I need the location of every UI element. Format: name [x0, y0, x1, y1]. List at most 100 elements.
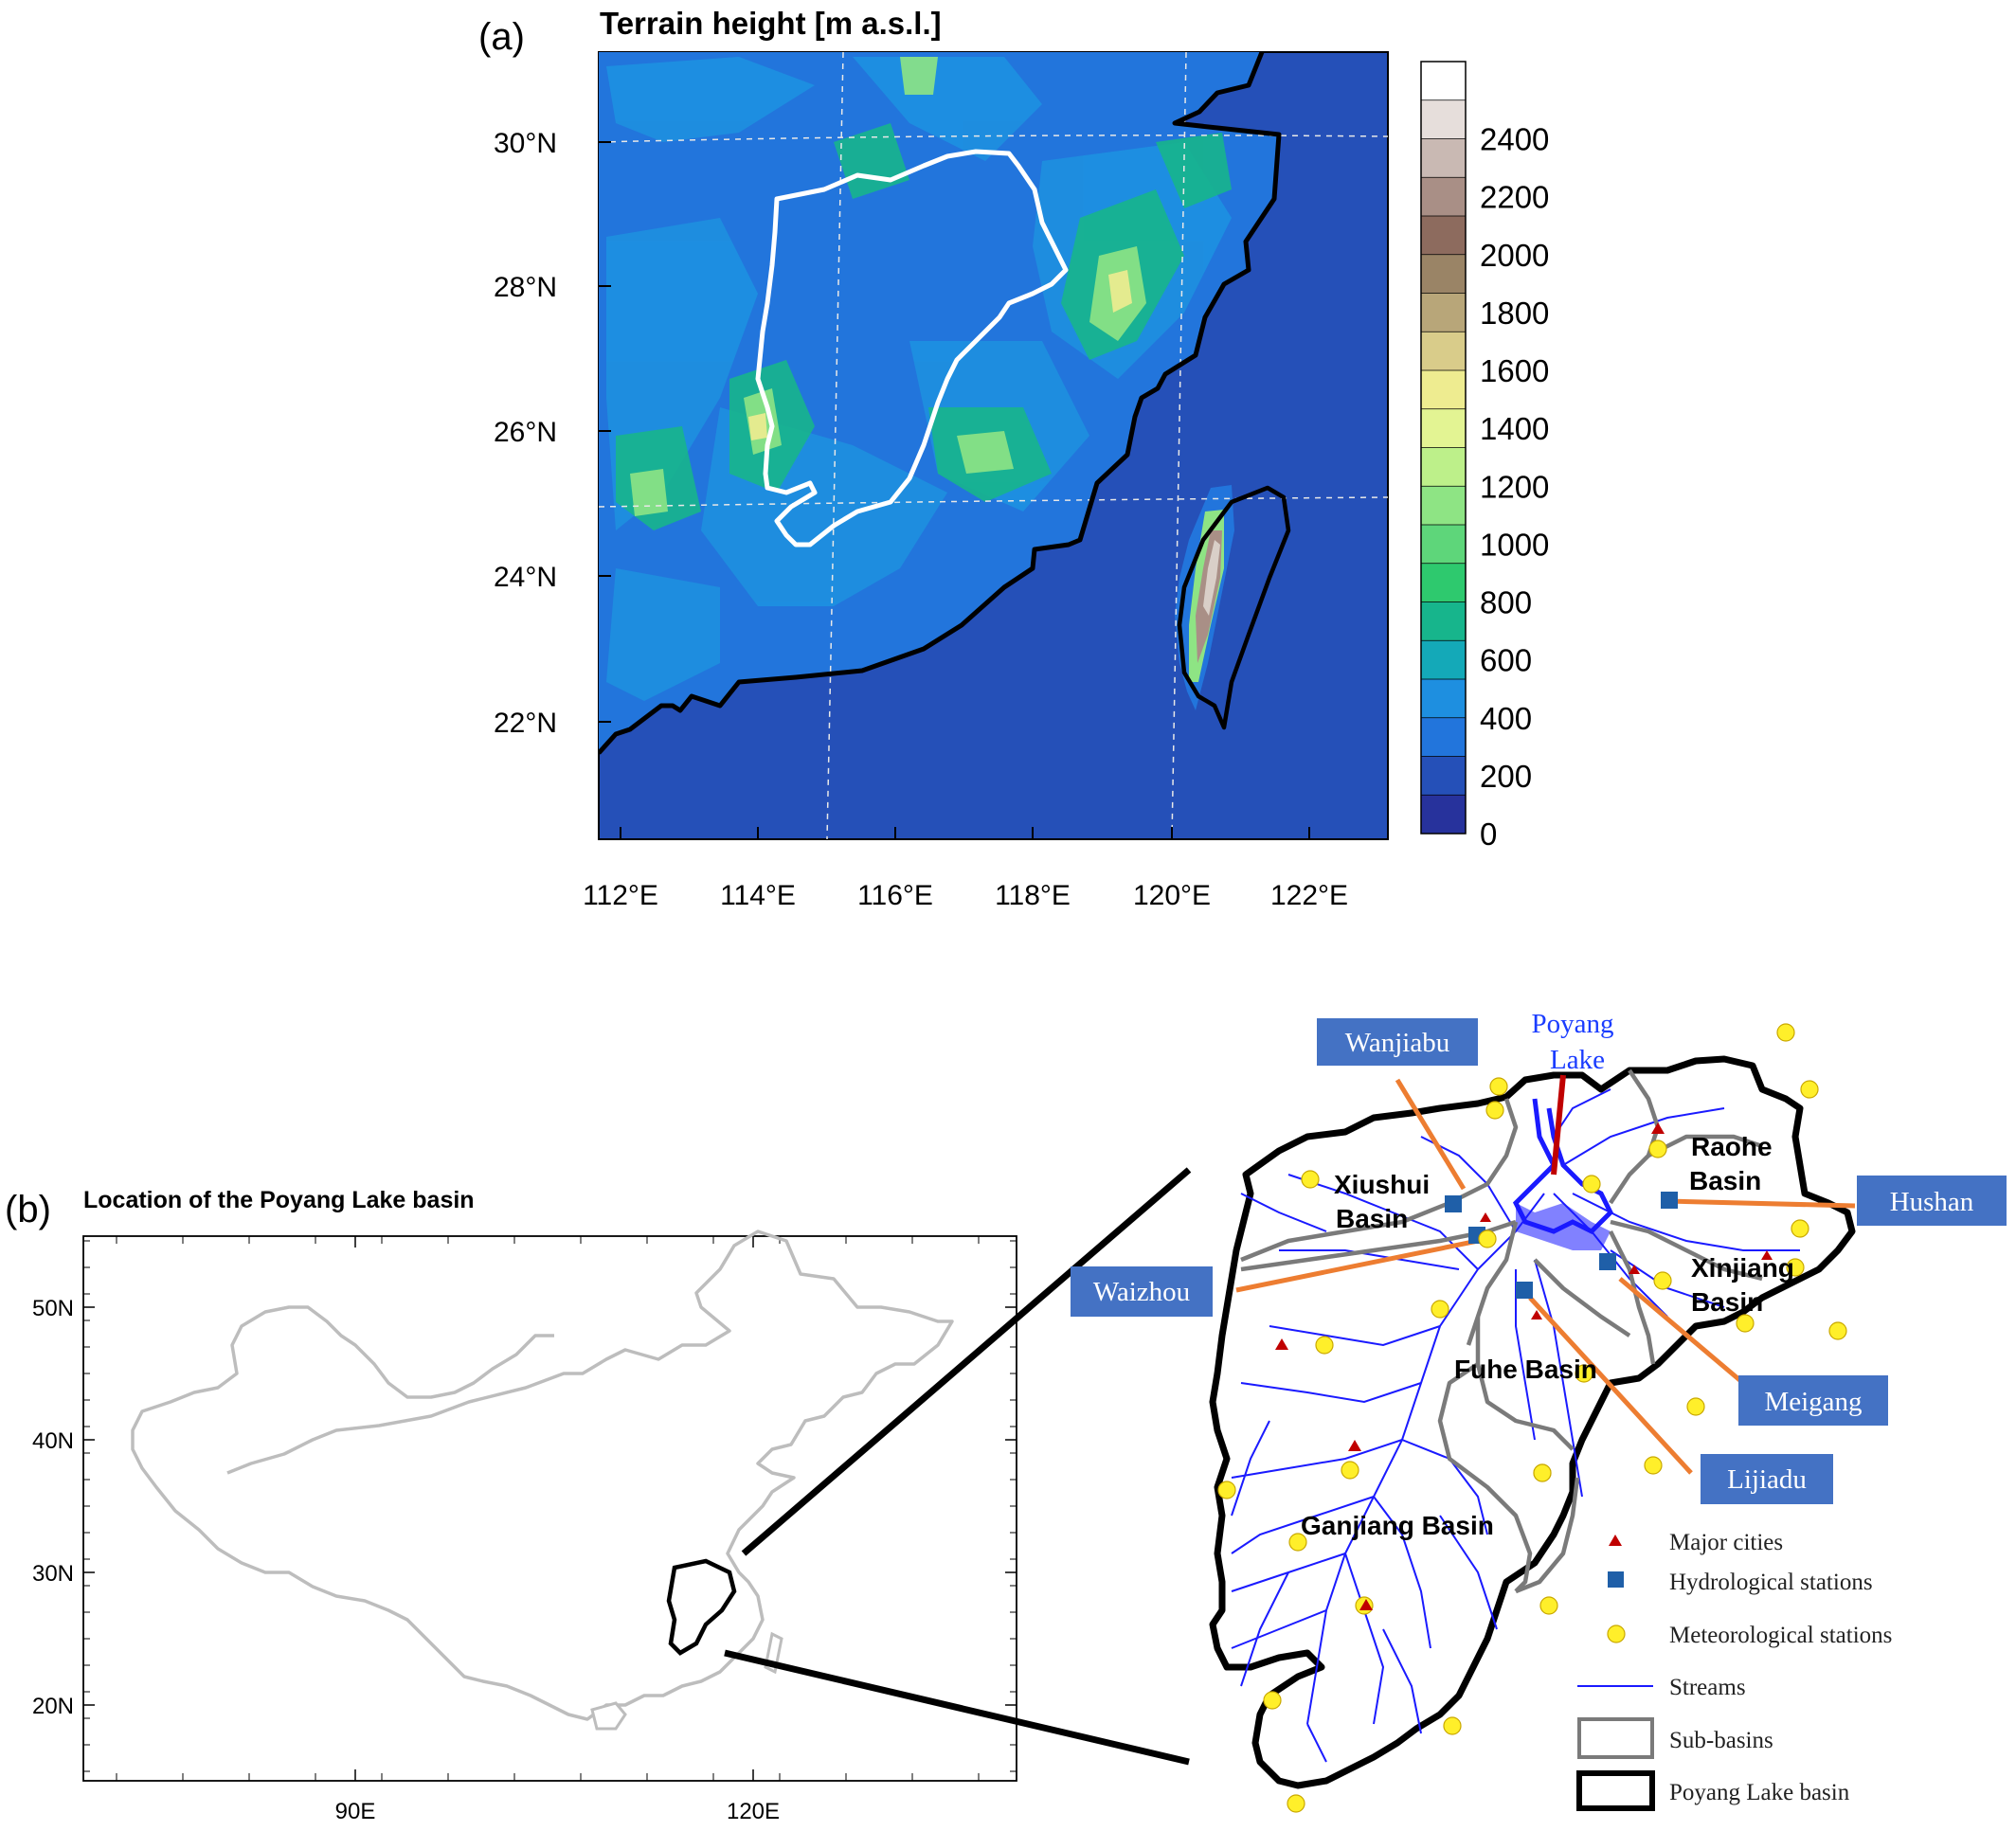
legend-cities: Major cities: [1669, 1530, 1783, 1555]
panel-a-ticks: [599, 141, 1310, 839]
colorbar-label: 2400: [1480, 122, 1549, 157]
colorbar-segment: [1421, 99, 1466, 139]
lon-tick: 120E: [727, 1799, 780, 1824]
colorbar-segment: [1421, 486, 1466, 526]
callout-hushan: Hushan: [1857, 1176, 2007, 1226]
colorbar-label: 2000: [1480, 238, 1549, 273]
legend-streams: Streams: [1669, 1675, 1746, 1700]
lake-label-1: Poyang: [1532, 1009, 1614, 1039]
legend-city-marker: [1609, 1535, 1622, 1546]
lon-tick: 112°E: [583, 880, 658, 911]
panel-a: (a) Terrain height [m a.s.l.]: [478, 6, 1549, 911]
poyang-basin-outline: [755, 149, 1069, 548]
inset-connector-top: [741, 1167, 1192, 1556]
legend-meteo: Meteorological stations: [1669, 1623, 1892, 1648]
panel-b-minor-ticks: [83, 1236, 1017, 1781]
colorbar-segment: [1421, 138, 1466, 178]
panel-b-ticks: [83, 1236, 1017, 1781]
lat-tick: 30°N: [494, 128, 557, 159]
callout-meigang: Meigang: [1738, 1375, 1888, 1426]
lon-tick: 120°E: [1133, 880, 1211, 911]
colorbar-segment: [1421, 332, 1466, 371]
colorbar-labels: 2400220020001800160014001200100080060040…: [1480, 122, 1549, 853]
panel-b-label: (b): [5, 1189, 51, 1230]
colorbar-label: 200: [1480, 759, 1532, 794]
lat-tick: 20N: [32, 1694, 74, 1719]
panel-b-lat-labels: 50N 40N 30N 20N: [32, 1296, 74, 1719]
callout-lijiadu-text: Lijiadu: [1727, 1464, 1807, 1495]
lat-tick: 50N: [32, 1296, 74, 1321]
colorbar-segment: [1421, 601, 1466, 641]
china-outline: [131, 1230, 954, 1721]
hainan-outline: [590, 1701, 627, 1731]
callout-lijiadu: Lijiadu: [1701, 1454, 1833, 1504]
colorbar-segment: [1421, 254, 1466, 294]
xinjiang-label: Basin: [1691, 1287, 1763, 1317]
legend-basin-marker: [1576, 1770, 1655, 1811]
colorbar-label: 1800: [1480, 296, 1549, 331]
lake-label-2: Lake: [1550, 1045, 1605, 1075]
panel-a-lon-labels: 112°E 114°E 116°E 118°E 120°E 122°E: [583, 880, 1348, 911]
legend-hydro-marker: [1608, 1571, 1624, 1588]
colorbar-segment: [1421, 447, 1466, 487]
colorbar-segment: [1421, 62, 1466, 101]
colorbar-segment: [1421, 370, 1466, 410]
meteorological-stations: [1217, 1023, 1847, 1813]
xiushui-label: Basin: [1336, 1204, 1408, 1233]
coastline: [599, 52, 1282, 755]
inset-connector-bottom: [724, 1649, 1190, 1766]
basin-labels: Xiushui Basin Raohe Basin Xinjiang Basin…: [1301, 1132, 1794, 1540]
china-map-frame: [82, 1235, 1017, 1782]
colorbar-segment: [1421, 563, 1466, 602]
colorbar-label: 1000: [1480, 527, 1549, 562]
callout-hushan-text: Hushan: [1890, 1187, 1974, 1217]
colorbar-segment: [1421, 679, 1466, 719]
colorbar-segment: [1421, 525, 1466, 565]
colorbar-segment: [1421, 293, 1466, 332]
lon-tick: 122°E: [1270, 880, 1348, 911]
legend-subbasin-marker: [1577, 1717, 1654, 1759]
callout-wanjiabu-text: Wanjiabu: [1345, 1028, 1449, 1058]
lat-tick: 30N: [32, 1561, 74, 1587]
xinjiang-label: Xinjiang: [1691, 1253, 1794, 1283]
panel-a-label: (a): [478, 16, 525, 58]
panel-b: (b) Location of the Poyang Lake basin 50…: [5, 1167, 1192, 1824]
colorbar-label: 1600: [1480, 353, 1549, 388]
callout-meigang-text: Meigang: [1764, 1387, 1862, 1417]
taiwan-coastline: [1177, 485, 1291, 730]
major-cities: [1275, 1122, 1773, 1610]
terrain-field: [599, 52, 1388, 839]
colorbar-segment: [1421, 795, 1466, 835]
legend-basin: Poyang Lake basin: [1669, 1780, 1850, 1805]
legend-hydro: Hydrological stations: [1669, 1570, 1873, 1595]
callout-lines: [1235, 1078, 1856, 1475]
colorbar-label: 1400: [1480, 411, 1549, 446]
ganjiang-label: Ganjiang Basin: [1301, 1511, 1494, 1540]
legend-meteo-marker: [1607, 1625, 1626, 1643]
panel-a-title: Terrain height [m a.s.l.]: [600, 6, 942, 41]
lake-callout-line: [1551, 1074, 1566, 1176]
colorbar-segment: [1421, 640, 1466, 680]
legend: Major cities Hydrological stations Meteo…: [1576, 1530, 1892, 1811]
colorbar-label: 600: [1480, 643, 1532, 678]
callout-waizhou-text: Waizhou: [1093, 1277, 1190, 1307]
lat-tick: 24°N: [494, 562, 557, 593]
colorbar-segment: [1421, 717, 1466, 757]
legend-subbasins: Sub-basins: [1669, 1728, 1773, 1753]
raohe-label: Basin: [1689, 1166, 1761, 1195]
colorbar-segment: [1421, 408, 1466, 448]
fuhe-label: Fuhe Basin: [1454, 1355, 1597, 1384]
xiushui-label: Xiushui: [1334, 1170, 1430, 1199]
lon-tick: 116°E: [857, 880, 933, 911]
lat-tick: 22°N: [494, 708, 557, 739]
colorbar: [1420, 61, 1467, 835]
streams: [1231, 1088, 1800, 1763]
lon-tick: 114°E: [720, 880, 796, 911]
colorbar-label: 0: [1480, 817, 1497, 852]
panel-b-title: Location of the Poyang Lake basin: [83, 1187, 475, 1213]
lat-tick: 26°N: [494, 417, 557, 448]
colorbar-label: 2200: [1480, 180, 1549, 215]
poyang-basin-small: [666, 1558, 737, 1656]
lon-tick: 90E: [335, 1799, 376, 1824]
colorbar-segment: [1421, 216, 1466, 256]
